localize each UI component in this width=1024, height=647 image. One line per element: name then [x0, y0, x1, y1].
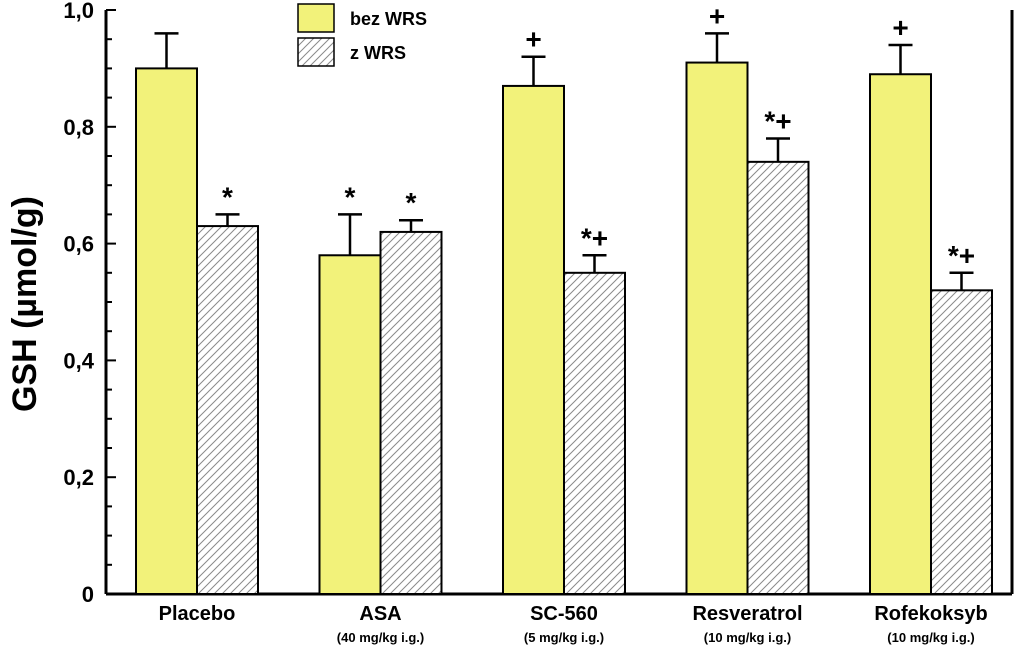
- y-tick-label: 0,4: [63, 348, 94, 373]
- significance-marker: *+: [764, 105, 791, 136]
- bar-bez-wrs: [318, 254, 382, 595]
- significance-marker: *+: [581, 222, 608, 253]
- bar-z-wrs: [930, 289, 993, 595]
- bar-z-wrs: [746, 160, 810, 595]
- legend-swatch-bez-wrs: [297, 3, 335, 33]
- bar-z-wrs: [379, 230, 443, 595]
- y-tick-label: 0,2: [63, 465, 94, 490]
- x-tick-sublabel: (10 mg/kg i.g.): [704, 630, 791, 645]
- significance-marker: +: [709, 0, 725, 31]
- bar-z-wrs: [563, 271, 626, 595]
- y-tick-label: 0,8: [63, 115, 94, 140]
- significance-marker: *: [345, 181, 356, 212]
- bar-bez-wrs: [685, 61, 749, 596]
- x-tick-label: Rofekoksyb: [874, 603, 987, 625]
- bar-bez-wrs: [502, 84, 565, 595]
- legend-label: bez WRS: [350, 9, 427, 29]
- y-tick-label: 1,0: [63, 0, 94, 23]
- x-tick-sublabel: (10 mg/kg i.g.): [887, 630, 974, 645]
- plot-area: 0 0,2 0,4 0,6 0,8 1,0 * Placebo * * ASA (40 mg/kg i…: [63, 0, 1014, 645]
- x-tick-label: ASA: [359, 603, 401, 625]
- bar-bez-wrs: [869, 73, 932, 596]
- significance-marker: +: [892, 12, 908, 43]
- legend-swatch-z-wrs: [297, 37, 335, 67]
- significance-marker: *+: [948, 240, 975, 271]
- bar-z-wrs: [196, 225, 259, 596]
- significance-marker: *: [406, 187, 417, 218]
- significance-marker: +: [525, 24, 541, 55]
- y-tick-label: 0: [82, 582, 94, 607]
- x-tick-sublabel: (5 mg/kg i.g.): [524, 630, 604, 645]
- x-tick-sublabel: (40 mg/kg i.g.): [337, 630, 424, 645]
- significance-marker: *: [222, 181, 233, 212]
- x-tick-label: SC-560: [530, 603, 598, 625]
- legend: bez WRS z WRS: [297, 3, 427, 67]
- y-axis-label: GSH (µmol/g): [6, 196, 44, 412]
- x-tick-label: Resveratrol: [692, 603, 802, 625]
- y-tick-label: 0,6: [63, 232, 94, 257]
- x-tick-label: Placebo: [159, 603, 236, 625]
- bar-bez-wrs: [135, 67, 198, 595]
- legend-label: z WRS: [350, 43, 406, 63]
